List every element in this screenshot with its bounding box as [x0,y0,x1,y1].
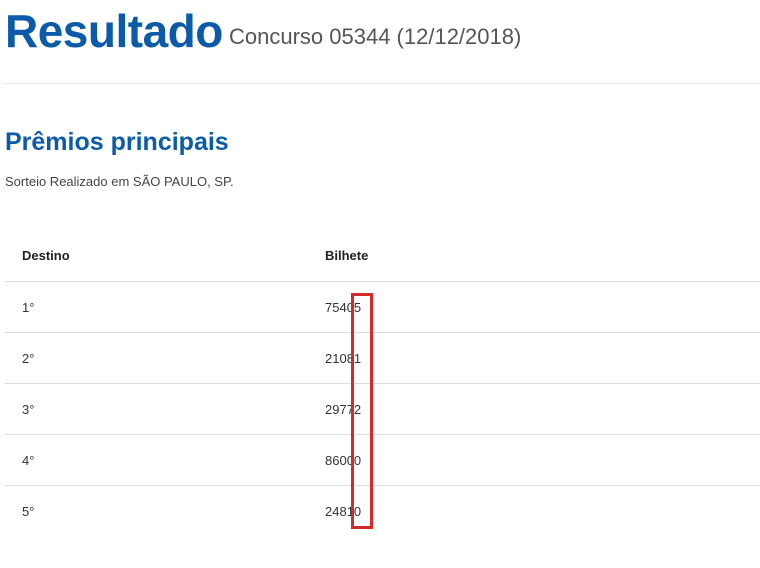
section-title: Prêmios principais [5,128,229,156]
table-row: 1° 75405 [5,281,760,333]
table-cell: 2° [22,351,35,366]
column-header: Destino [22,248,70,263]
table-row: 5° 24810 [5,485,760,537]
table-cell: 1° [22,300,35,315]
table-row: 2° 21081 [5,332,760,384]
highlight-box [351,293,373,529]
column-header: Bilhete [325,248,369,263]
page-title: Resultado [5,5,223,57]
section-subtitle: Sorteio Realizado em SÃO PAULO, SP. [5,174,234,189]
table-cell: 4° [22,453,35,468]
page-subtitle: Concurso 05344 (12/12/2018) [229,24,522,49]
table-cell: 5° [22,504,35,519]
divider [5,83,760,84]
table-cell: 3° [22,402,35,417]
table-row: 3° 29772 [5,383,760,435]
table-row: 4° 86000 [5,434,760,486]
